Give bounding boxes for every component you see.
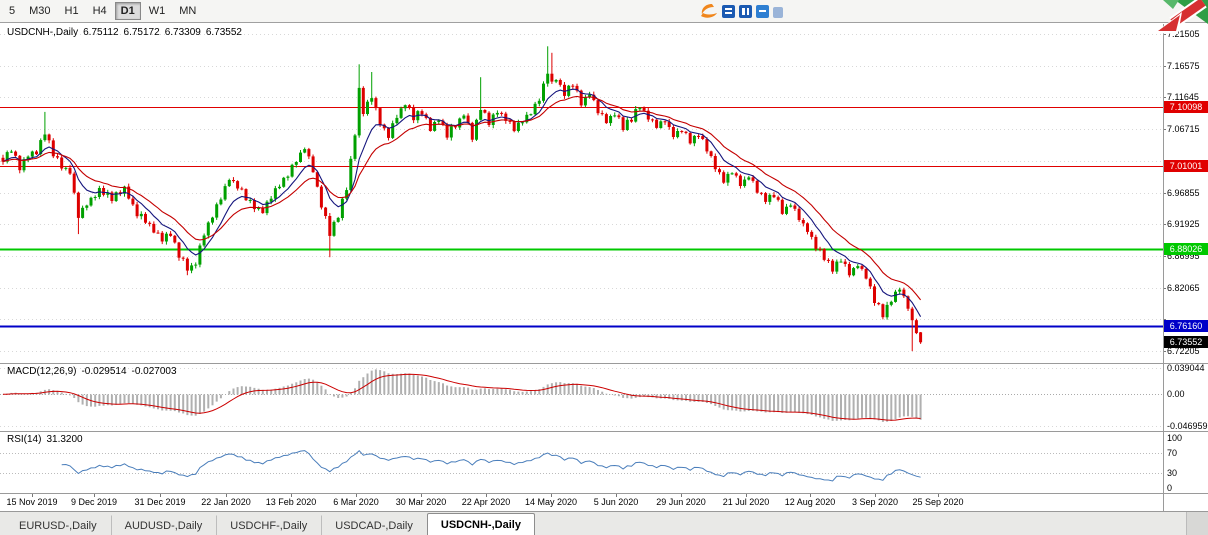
ohlc-high: 6.75172 bbox=[123, 27, 160, 38]
rsi-line bbox=[61, 449, 921, 482]
timeframe-button-h1[interactable]: H1 bbox=[64, 5, 79, 17]
symbol-tab-audusd[interactable]: AUDUSD-,Daily bbox=[110, 515, 217, 535]
ohlc-low: 6.73309 bbox=[164, 27, 201, 38]
macd-histogram bbox=[2, 369, 922, 422]
symbol-tab-usdcad[interactable]: USDCAD-,Daily bbox=[321, 515, 427, 535]
corner-arrow-graphic bbox=[1133, 0, 1208, 39]
watermark-logo bbox=[698, 1, 793, 27]
ohlc-open: 6.75112 bbox=[83, 27, 119, 38]
ma-slow-line bbox=[2, 95, 922, 301]
macd-main-value: -0.029514 bbox=[81, 366, 127, 377]
rsi-value: 31.3200 bbox=[46, 434, 83, 445]
timeframe-toolbar: 5 M30 H1 H4 D1 W1 MN bbox=[0, 0, 1208, 23]
timeframe-button-5[interactable]: 5 bbox=[9, 5, 16, 17]
red-arrow-icon bbox=[1155, 0, 1208, 34]
symbol-tab-usdcnh[interactable]: USDCNH-,Daily bbox=[426, 513, 535, 535]
rsi-pane-title: RSI(14) 31.3200 bbox=[7, 434, 88, 445]
timeframe-button-mn[interactable]: MN bbox=[179, 5, 197, 17]
macd-signal-value: -0.027003 bbox=[131, 366, 177, 377]
symbol-tab-usdchf[interactable]: USDCHF-,Daily bbox=[216, 515, 321, 535]
macd-signal-line bbox=[2, 373, 921, 421]
macd-pane-title: MACD(12,26,9) -0.029514 -0.027003 bbox=[7, 366, 182, 377]
timeframe-button-m30[interactable]: M30 bbox=[29, 5, 51, 17]
rsi-label: RSI(14) bbox=[7, 434, 42, 445]
timeframe-button-h4[interactable]: H4 bbox=[92, 5, 107, 17]
chart-symbol-period: USDCNH-,Daily bbox=[7, 27, 79, 38]
timeframe-button-w1[interactable]: W1 bbox=[148, 5, 166, 17]
candlestick-series bbox=[1, 46, 923, 352]
ohlc-close: 6.73552 bbox=[205, 27, 242, 38]
watermark-logo-icon bbox=[701, 4, 783, 18]
macd-label: MACD(12,26,9) bbox=[7, 366, 77, 377]
symbol-tabbar: EURUSD-,Daily AUDUSD-,Daily USDCHF-,Daily U… bbox=[0, 511, 1208, 535]
timeframe-button-d1[interactable]: D1 bbox=[114, 2, 141, 20]
ma-fast-line bbox=[2, 88, 922, 317]
chart-ohlc-title: USDCNH-,Daily 6.75112 6.75172 6.73309 6.7355… bbox=[7, 27, 247, 38]
symbol-tab-eurusd[interactable]: EURUSD-,Daily bbox=[19, 520, 97, 532]
tabbar-corner bbox=[1186, 512, 1208, 535]
